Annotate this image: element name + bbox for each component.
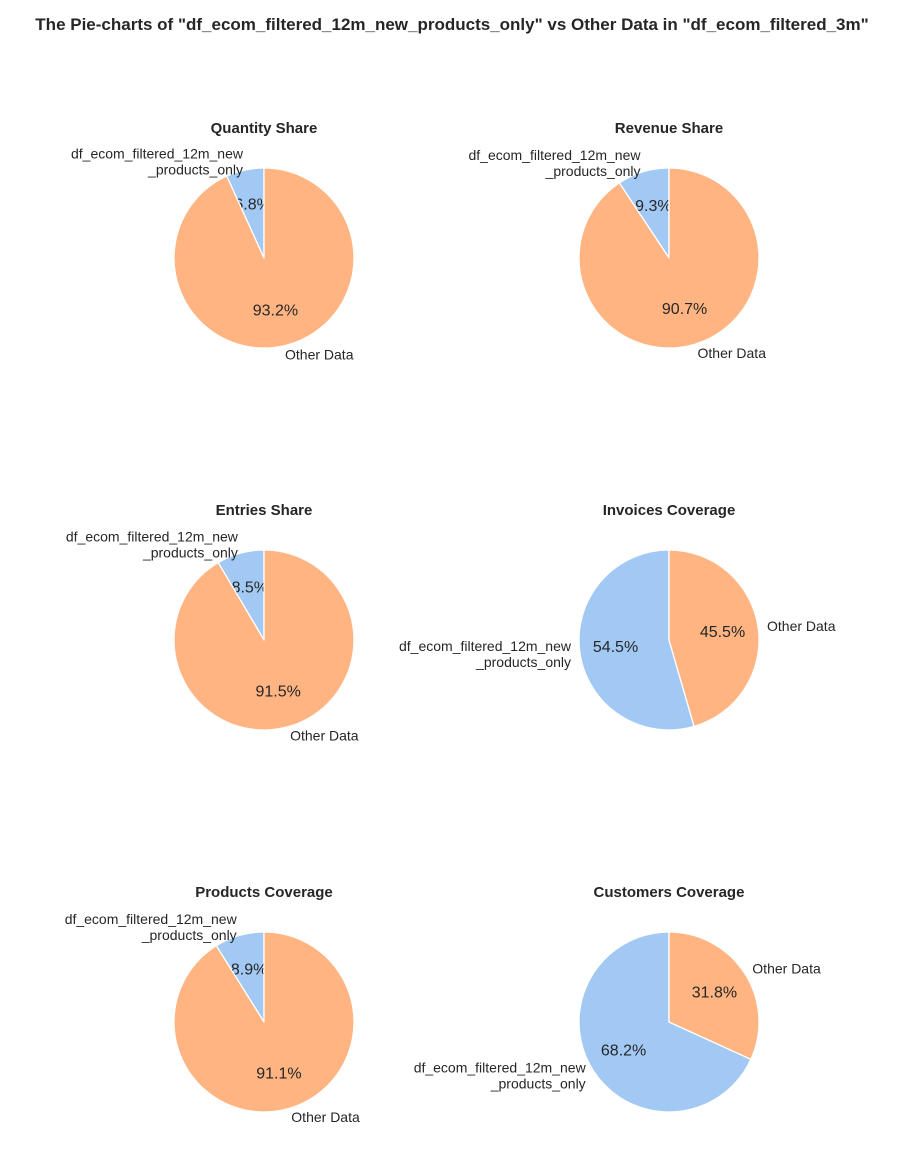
pie-slice-new-products: [578, 549, 695, 731]
figure-title: The Pie-charts of "df_ecom_filtered_12m_…: [35, 15, 868, 34]
pie-slice-other-data: [173, 167, 355, 349]
pie-revenue-share: Revenue Share 9.3% df_ecom_filtered_12m_ne…: [469, 120, 767, 361]
pie-slice-other-data: [578, 167, 760, 349]
pie-title: Revenue Share: [615, 120, 723, 137]
pie-value-label: 45.5%: [700, 624, 745, 641]
pie-category-label: df_ecom_filtered_12m_new _products_only: [399, 638, 572, 670]
pie-chart-grid: Quantity Share 6.8% df_ecom_filtered_12m_n…: [65, 120, 836, 1125]
pie-invoices-coverage: Invoices Coverage 54.5% df_ecom_filtered_1…: [399, 502, 836, 731]
pie-category-label: Other Data: [698, 345, 767, 361]
pie-value-label: 8.9%: [231, 962, 267, 979]
pie-value-label: 8.5%: [232, 579, 268, 596]
pie-slice-other-data: [668, 549, 760, 728]
pie-category-label: Other Data: [285, 347, 354, 363]
pie-category-label: df_ecom_filtered_12m_new _products_only: [414, 1060, 587, 1092]
pie-category-label: Other Data: [290, 728, 359, 744]
pie-slice-other-data: [668, 931, 760, 1060]
pie-value-label: 91.1%: [256, 1065, 301, 1082]
pie-category-label: df_ecom_filtered_12m_new _products_only: [66, 529, 239, 561]
pie-entries-share: Entries Share 8.5% df_ecom_filtered_12m_ne…: [66, 502, 359, 744]
pie-customers-coverage: Customers Coverage 68.2% df_ecom_filtered_…: [414, 884, 821, 1113]
pie-quantity-share: Quantity Share 6.8% df_ecom_filtered_12m_n…: [71, 120, 355, 363]
pie-value-label: 6.8%: [234, 197, 270, 214]
pie-value-label: 9.3%: [635, 198, 671, 215]
pie-category-label: Other Data: [291, 1109, 360, 1125]
pie-value-label: 68.2%: [601, 1043, 646, 1060]
pie-value-label: 91.5%: [256, 684, 301, 701]
pie-slice-new-products: [578, 931, 752, 1113]
pie-value-label: 31.8%: [692, 984, 737, 1001]
pie-title: Entries Share: [216, 502, 313, 519]
pie-slice-other-data: [173, 549, 355, 731]
pie-title: Customers Coverage: [594, 884, 745, 901]
pie-title: Invoices Coverage: [603, 502, 736, 519]
pie-category-label: df_ecom_filtered_12m_new _products_only: [469, 147, 642, 179]
pie-category-label: Other Data: [752, 960, 821, 976]
pie-value-label: 90.7%: [662, 301, 707, 318]
pie-value-label: 54.5%: [593, 639, 638, 656]
pie-title: Quantity Share: [211, 120, 318, 137]
pie-products-coverage: Products Coverage 8.9% df_ecom_filtered_12…: [65, 884, 360, 1125]
pie-value-label: 93.2%: [253, 302, 298, 319]
pie-category-label: Other Data: [767, 618, 836, 634]
pie-category-label: df_ecom_filtered_12m_new _products_only: [71, 145, 244, 177]
pie-slice-other-data: [173, 931, 355, 1113]
pie-category-label: df_ecom_filtered_12m_new _products_only: [65, 911, 238, 943]
pie-title: Products Coverage: [195, 884, 333, 901]
